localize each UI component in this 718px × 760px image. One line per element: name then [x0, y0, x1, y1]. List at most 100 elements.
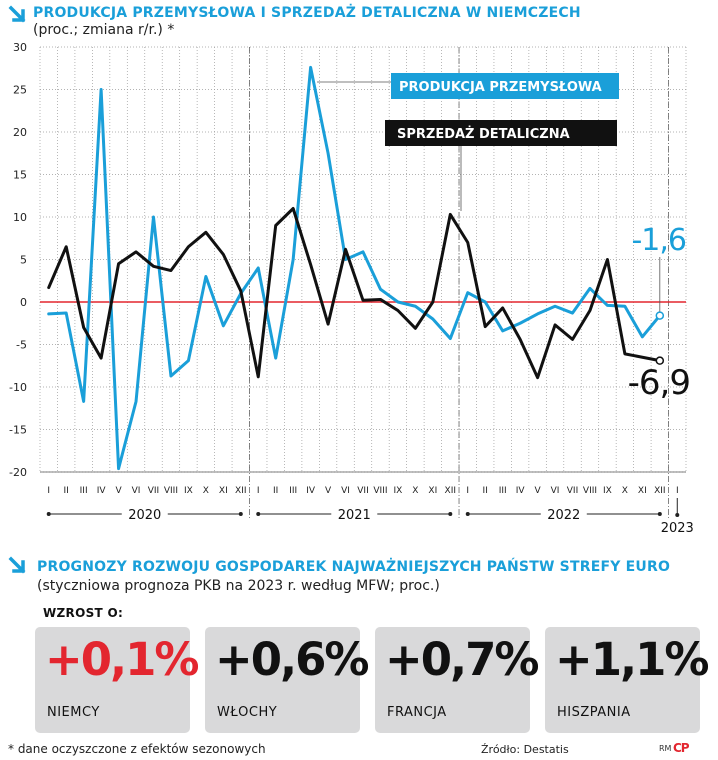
y-tick-label: -20 [9, 466, 27, 479]
forecast-value: +0,7% [385, 633, 540, 686]
x-tick-label: VI [341, 486, 350, 496]
x-tick-label: II [64, 486, 69, 496]
x-tick-label: VIII [583, 486, 597, 496]
year-bracket-end [675, 513, 680, 517]
forecast-title: PROGNOZY ROZWOJU GOSPODAREK NAJWAŻNIEJSZ… [37, 559, 671, 575]
x-tick-label: X [203, 486, 209, 496]
forecast-country: NIEMCY [47, 705, 100, 720]
legend-label: SPRZEDAŻ DETALICZNA [397, 126, 570, 142]
year-label: 2021 [338, 508, 371, 523]
y-axis: 30 25 20 15 10 5 0 -5 -10 -15 -20 [9, 41, 27, 479]
year-bracket-end [256, 512, 261, 516]
growth-label: WZROST O: [43, 606, 124, 620]
year-bracket-end [657, 512, 662, 516]
publisher-logo: CP [673, 741, 690, 755]
y-tick-label: 25 [13, 84, 27, 97]
x-tick-label: VIII [164, 486, 178, 496]
forecast-value: +0,6% [215, 633, 370, 686]
year-bracket-end [465, 512, 470, 516]
x-tick-label: V [325, 486, 332, 496]
y-tick-label: 5 [20, 254, 27, 267]
end-marker [655, 311, 665, 320]
x-tick-label: IX [394, 486, 403, 496]
source: Źródło: Destatis [481, 743, 569, 756]
x-tick-label: IX [603, 486, 612, 496]
y-tick-label: 10 [13, 211, 27, 224]
forecast-value: +0,1% [45, 633, 200, 686]
forecast-country: FRANCJA [387, 705, 447, 720]
x-tick-label: XI [638, 486, 647, 496]
x-tick-label: XII [235, 486, 246, 496]
x-tick-label: XI [219, 486, 228, 496]
forecast-value: +1,1% [555, 633, 710, 686]
author-credit: RM [659, 744, 672, 753]
x-tick-label: VI [132, 486, 141, 496]
y-tick-label: -10 [9, 381, 27, 394]
series-line-retail-sales [47, 207, 662, 380]
forecast-country: HISZPANIA [557, 705, 631, 720]
x-tick-label: VI [551, 486, 560, 496]
year-label-bg [540, 506, 587, 522]
legend-box-industrial-production [391, 73, 619, 99]
arrow-down-right-icon [8, 556, 26, 574]
x-tick-label: V [535, 486, 542, 496]
x-tick-label: II [273, 486, 278, 496]
legend-box-retail-sales [385, 120, 617, 146]
chart-title: PRODUKCJA PRZEMYSŁOWA I SPRZEDAŻ DETALIC… [33, 5, 581, 21]
x-axis: I II III IV V VI VII VIII IX X XI XII I II III IV V VI VII… [40, 471, 694, 536]
last-value-label: -6,9 [628, 363, 690, 403]
end-marker [655, 356, 665, 365]
y-tick-label: 0 [20, 296, 27, 309]
footnote: * dane oczyszczone z efektów sezonowych [8, 742, 266, 756]
x-tick-label: III [289, 486, 297, 496]
year-label: 2020 [128, 508, 161, 523]
arrow-down-right-icon [8, 5, 26, 23]
year-label: 2022 [547, 508, 580, 523]
year-label-bg [331, 506, 378, 522]
x-tick-label: VIII [373, 486, 387, 496]
x-tick-label: XII [654, 486, 665, 496]
x-tick-label: I [676, 486, 679, 496]
series-line-industrial-production [47, 65, 662, 471]
x-tick-label: VII [148, 486, 159, 496]
x-tick-label: I [257, 486, 260, 496]
legend-label: PRODUKCJA PRZEMYSŁOWA [399, 80, 602, 95]
x-tick-label: IX [184, 486, 193, 496]
forecast-card-spain: +1,1% HISZPANIA [545, 627, 710, 733]
forecast-card-france: +0,7% FRANCJA [375, 627, 540, 733]
chart-legend: PRODUKCJA PRZEMYSŁOWA SPRZEDAŻ DETALICZNA [317, 73, 619, 211]
y-tick-label: 15 [13, 169, 27, 182]
x-tick-label: X [412, 486, 418, 496]
chart-series: -1,6 -6,9 [47, 65, 691, 471]
forecast-card-italy: +0,6% WŁOCHY [205, 627, 370, 733]
x-tick-label: XI [428, 486, 437, 496]
y-tick-label: 30 [13, 41, 27, 54]
year-bracket-end [448, 512, 453, 516]
y-tick-label: 20 [13, 126, 27, 139]
x-tick-label: V [115, 486, 122, 496]
x-tick-label: IV [516, 486, 526, 496]
x-tick-label: I [466, 486, 469, 496]
year-label-bg [121, 506, 168, 522]
year-bracket-end [46, 512, 51, 516]
chart-subtitle: (proc.; zmiana r/r.) * [33, 22, 175, 38]
forecast-country: WŁOCHY [217, 705, 278, 720]
x-tick-label: X [622, 486, 628, 496]
x-tick-label: III [499, 486, 507, 496]
x-tick-label: XII [445, 486, 456, 496]
x-tick-label: IV [97, 486, 107, 496]
forecast-subtitle: (styczniowa prognoza PKB na 2023 r. wedł… [37, 578, 440, 594]
x-tick-label: III [80, 486, 88, 496]
y-tick-label: -15 [9, 424, 27, 437]
forecast-card-germany: +0,1% NIEMCY [35, 627, 200, 733]
x-tick-label: IV [306, 486, 316, 496]
x-tick-label: VII [357, 486, 368, 496]
y-tick-label: -5 [16, 339, 27, 352]
year-label: 2023 [661, 521, 694, 536]
x-tick-label: VII [567, 486, 578, 496]
x-tick-label: I [47, 486, 50, 496]
year-bracket-end [238, 512, 243, 516]
last-value-label: -1,6 [631, 223, 686, 258]
x-tick-label: II [483, 486, 488, 496]
